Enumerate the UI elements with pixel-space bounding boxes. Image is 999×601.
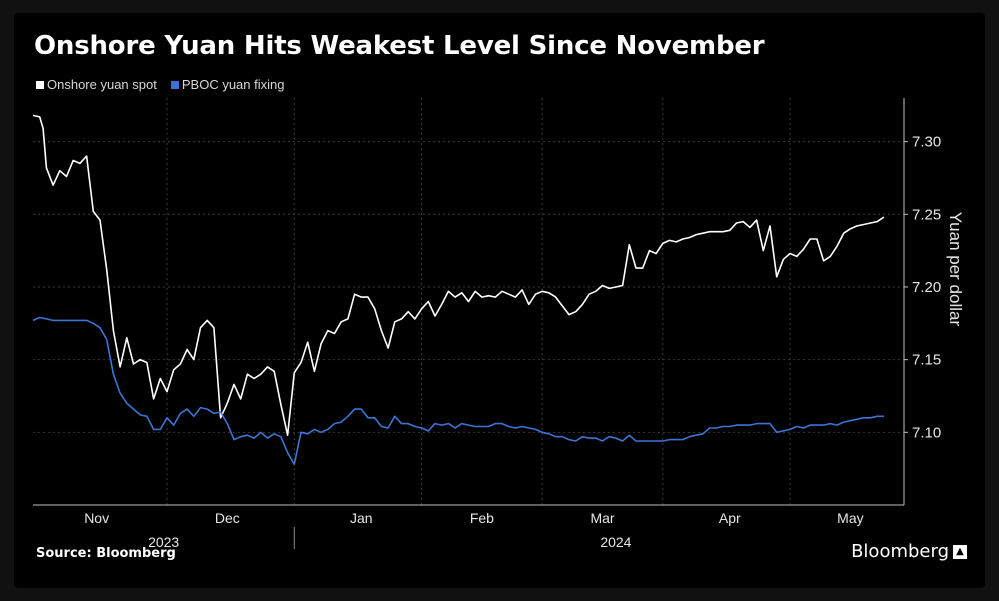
legend-label-spot: Onshore yuan spot — [47, 77, 157, 92]
x-tick-label: Nov — [84, 510, 109, 526]
legend-item-spot: Onshore yuan spot — [36, 77, 157, 92]
y-tick-label: 7.20 — [912, 279, 941, 296]
year-label: 2023 — [148, 534, 179, 550]
legend-label-fixing: PBOC yuan fixing — [181, 77, 285, 92]
brand-name: Bloomberg — [851, 541, 949, 562]
legend-swatch-spot — [36, 80, 44, 89]
line-chart: 7.10 7.15 7.20 7.25 7.30 Yuan per dollar Nov De… — [32, 98, 965, 550]
y-tick-label: 7.15 — [912, 352, 941, 369]
legend-swatch-fixing — [170, 80, 179, 89]
x-tick-label: Feb — [470, 510, 494, 526]
legend-item-fixing: PBOC yuan fixing — [170, 77, 285, 92]
source-note: Source: Bloomberg — [36, 546, 176, 561]
chart-icon: ▲ — [953, 544, 967, 559]
series-line-fixing — [32, 316, 884, 466]
y-axis-label: Yuan per dollar — [946, 212, 965, 327]
bloomberg-logo: Bloomberg ▲ — [851, 541, 967, 562]
x-tick-label: Apr — [719, 510, 741, 526]
legend: Onshore yuan spot PBOC yuan fixing — [36, 77, 284, 92]
chart-title: Onshore Yuan Hits Weakest Level Since No… — [34, 31, 765, 61]
x-tick-label: Jan — [350, 510, 373, 526]
year-label: 2024 — [600, 534, 631, 550]
chart-card: Onshore Yuan Hits Weakest Level Since No… — [14, 13, 985, 588]
y-tick-label: 7.10 — [912, 424, 941, 441]
x-tick-label: May — [837, 510, 863, 526]
x-tick-label: Dec — [215, 510, 240, 526]
x-tick-label: Mar — [590, 510, 614, 526]
series-line-spot — [32, 114, 885, 436]
y-tick-label: 7.25 — [912, 206, 941, 223]
y-tick-label: 7.30 — [912, 134, 941, 151]
